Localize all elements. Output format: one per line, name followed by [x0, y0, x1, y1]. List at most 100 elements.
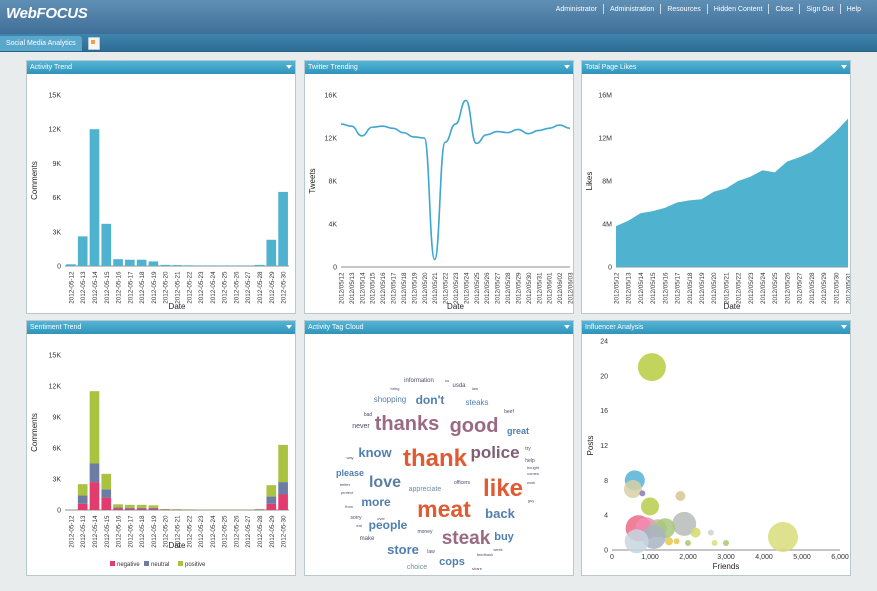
bar-negative	[77, 503, 88, 510]
bar-negative	[266, 503, 277, 510]
menu-divider	[839, 4, 841, 14]
x-tick-label: 2012-05-22	[186, 515, 193, 548]
y-tick-label: 6K	[52, 446, 61, 453]
legend-swatch-neutral	[144, 561, 149, 566]
tag-word: don't	[416, 393, 445, 407]
x-tick-label: 2012-05-24	[210, 271, 217, 304]
menu-resources[interactable]: Resources	[667, 5, 701, 13]
menu-help[interactable]: Help	[846, 5, 861, 13]
tag-word: officers	[454, 480, 471, 486]
x-tick-label: 2012-05-24	[210, 515, 217, 548]
x-tick-label: 2012-05-21	[175, 515, 182, 548]
y-tick-label: 24	[600, 339, 608, 346]
twitter-trending-title: Twitter Trending	[305, 61, 573, 74]
y-axis-title: Tweets	[308, 168, 317, 193]
total-page-likes-title: Total Page Likes	[582, 61, 850, 74]
tag-word: good	[450, 415, 499, 437]
tag-word: week	[493, 547, 502, 552]
y-tick-label: 0	[333, 265, 337, 272]
y-axis-title: Likes	[585, 172, 594, 191]
x-tick-label: 2012-05-25	[222, 271, 229, 304]
new-page-icon[interactable]	[88, 37, 100, 50]
x-axis-title: Date	[724, 302, 741, 311]
bubble	[707, 529, 714, 536]
tag-word: better	[340, 482, 351, 487]
legend-label-negative: negative	[117, 562, 140, 568]
x-tick-label: 2012/05/28	[809, 272, 816, 304]
tag-word: feedback	[477, 552, 493, 557]
x-tick-label: 2012-05-29	[269, 271, 276, 304]
bar-neutral	[101, 489, 112, 498]
bubble	[672, 511, 697, 536]
dashboard-area: Activity Trend 0 3K 6K 9K 12K 15K Comments 2012…	[0, 52, 877, 591]
panel-menu-arrow-icon[interactable]	[286, 65, 292, 69]
x-tick-label: 2012-05-15	[104, 271, 111, 304]
x-tick-label: 2012/05/23	[453, 272, 460, 304]
x-tick-label: 2012/05/14	[359, 272, 366, 304]
x-tick-label: 2012/05/22	[736, 272, 743, 304]
bar	[207, 265, 218, 266]
sentiment-trend-title: Sentiment Trend	[27, 321, 295, 334]
menu-administrator[interactable]: Administrator	[555, 5, 597, 13]
bubble	[690, 527, 701, 538]
menu-sign-out[interactable]: Sign Out	[806, 5, 834, 13]
x-tick-label: 2012/05/17	[391, 272, 398, 304]
bar-neutral	[125, 507, 135, 509]
panel-menu-arrow-icon[interactable]	[286, 325, 292, 329]
bar	[231, 265, 241, 266]
x-tick-label: 2012/05/23	[748, 272, 755, 304]
x-axis-title: Date	[169, 302, 186, 311]
y-tick-label: 4K	[328, 222, 337, 229]
x-tick-label: 2012/05/18	[687, 272, 694, 304]
bar	[195, 265, 206, 266]
activity-trend-panel: Activity Trend 0 3K 6K 9K 12K 15K Comments 2012…	[26, 60, 296, 314]
y-tick-label: 12	[600, 443, 608, 450]
panel-menu-arrow-icon[interactable]	[564, 65, 570, 69]
panel-menu-arrow-icon[interactable]	[564, 325, 570, 329]
bar	[254, 264, 265, 266]
menu-divider	[660, 4, 662, 14]
activity-trend-chart: 0 3K 6K 9K 12K 15K Comments 2012-05-12 2012-05-1…	[30, 93, 289, 311]
tag-word: sorry	[350, 515, 362, 521]
tag-word: usda	[452, 383, 466, 389]
total-page-likes-panel: Total Page Likes 0 4M 8M 12M 16M Likes 2012/05…	[581, 60, 851, 314]
x-tick-label: 2012/05/13	[626, 272, 633, 304]
y-axis-title: Comments	[30, 161, 39, 200]
x-tick-label: 2012-05-25	[222, 515, 229, 548]
x-tick-label: 2012/05/26	[784, 272, 791, 304]
menu-divider	[799, 4, 801, 14]
bar-positive	[266, 485, 277, 497]
panel-menu-arrow-icon[interactable]	[841, 65, 847, 69]
legend-swatch-positive	[178, 561, 183, 566]
menu-administration[interactable]: Administration	[609, 5, 655, 13]
bar-negative	[113, 508, 123, 510]
bar	[77, 236, 88, 266]
x-tick-label: 2012/06/01	[547, 272, 554, 304]
x-tick-label: 2012-05-30	[281, 515, 288, 548]
tab-social-media-analytics[interactable]: Social Media Analytics	[0, 36, 82, 51]
menu-divider	[602, 4, 604, 14]
y-tick-label: 12K	[49, 127, 62, 134]
bar	[148, 261, 159, 266]
tag-word: people	[369, 518, 408, 532]
panel-menu-arrow-icon[interactable]	[841, 325, 847, 329]
x-tick-label: 2012/05/27	[495, 272, 502, 304]
tag-word: us	[445, 378, 449, 383]
tag-word: steak	[442, 528, 491, 549]
bar-positive	[113, 504, 123, 508]
x-tick-label: 2012/05/13	[349, 272, 356, 304]
menu-close[interactable]: Close	[775, 5, 794, 13]
x-tick-label: 2012-05-19	[151, 271, 158, 304]
menu-hidden-content[interactable]: Hidden Content	[713, 5, 763, 13]
x-tick-label: 2012/05/18	[401, 272, 408, 304]
bar-negative	[136, 508, 147, 510]
bar	[136, 259, 147, 266]
x-tick-label: 2012/05/20	[711, 272, 718, 304]
bubble	[675, 491, 686, 502]
y-tick-label: 9K	[52, 415, 61, 422]
bubble	[685, 540, 691, 547]
bar	[183, 265, 194, 266]
tag-word: information	[404, 378, 434, 384]
tag-word: work	[527, 480, 535, 485]
